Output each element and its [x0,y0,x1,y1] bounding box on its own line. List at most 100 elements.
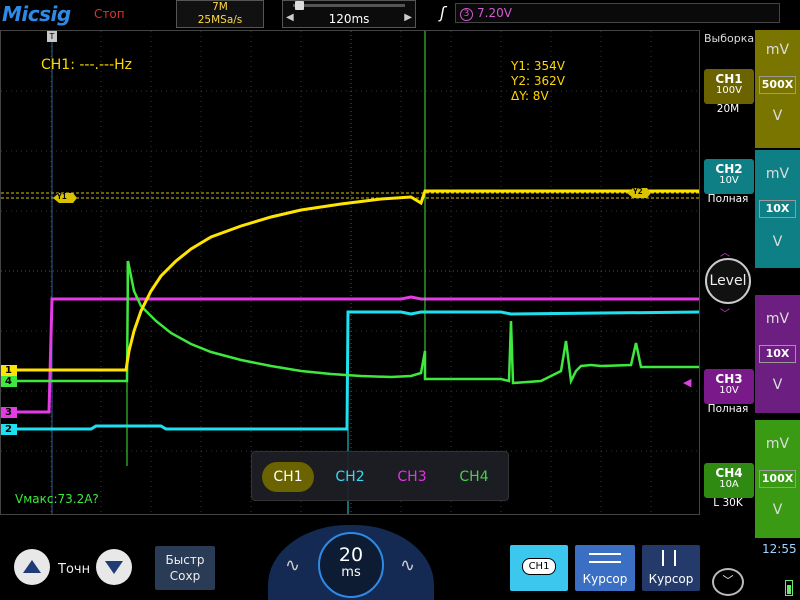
memory-depth: 7M [212,1,228,13]
cursor-y2-value: Y2: 362V [511,74,565,88]
quick-save-label-2: Сохр [169,569,201,583]
timebase-unit: ms [341,565,361,580]
ch1-card[interactable]: CH1 100V [704,69,754,104]
graticule-and-traces [1,31,699,514]
level-up-icon[interactable]: ︿ [720,248,730,259]
acquisition-mode-label[interactable]: Выборка [704,32,755,45]
ch1-trace [1,189,699,372]
ch1-bandwidth: 20M [716,103,740,115]
timebase-increase-icon[interactable]: ∿ [400,555,416,576]
horizontal-cursor-icon [589,553,621,563]
fine-mode-label[interactable]: Точн [58,562,91,577]
arrow-left-icon[interactable]: ◀ [286,12,294,23]
level-button[interactable]: Level [705,258,751,304]
clock: 12:55 [762,542,797,556]
arrow-down-icon [105,561,123,574]
cursor-marker-y2-shape [627,188,651,198]
ch2-probe-ratio[interactable]: 10X [759,200,796,218]
channel-select-ch3[interactable]: CH3 [397,469,427,485]
right-control-panel: Выборка [700,30,800,600]
trigger-position-marker-icon[interactable]: T [47,31,57,42]
ch3-card-scale: 10V [719,385,739,396]
ch4-knob-down[interactable]: V [772,502,783,518]
ch4-card-name: CH4 [715,466,743,480]
ch3-scale-knob[interactable]: mV 10X V [755,295,800,413]
trigger-channel-badge: 3 [460,8,473,21]
fine-down-button[interactable] [96,549,132,585]
ch1-scale-knob[interactable]: mV 500X V [755,30,800,148]
channel-select-popup: CH1 CH2 CH3 CH4 [251,451,509,501]
ch4-level-marker[interactable]: 4 [1,376,17,387]
ch3-probe-ratio[interactable]: 10X [759,345,796,363]
cursor-label-y2[interactable]: Y2 [633,187,643,196]
acquisition-box[interactable]: 7M 25MSa/s [176,0,264,28]
channel-select-ch1[interactable]: CH1 [262,462,314,492]
top-status-bar: Micsig Стоп 7M 25MSa/s ◀ 120ms ▶ ʃ 3 7.20… [0,0,800,30]
ch2-bandwidth: Полная [707,193,749,205]
level-down-icon[interactable]: ﹀ [720,309,730,320]
cursor-delta-value: ΔY: 8V [511,89,549,103]
frequency-readout: CH1: ---.---Hz [41,57,133,73]
center-axes [1,31,699,514]
ch3-trigger-arrow-icon: ◀ [683,376,692,389]
ch4-scale-knob[interactable]: mV 100X V [755,420,800,538]
channel-source-button[interactable]: CH1 [510,545,568,591]
ch1-knob-down[interactable]: V [772,108,783,124]
ch4-card-scale: 10A [719,479,739,490]
arrow-up-icon [23,560,41,573]
sample-rate: 25MSa/s [197,14,243,26]
chevron-down-icon[interactable]: ﹀ [712,568,744,596]
waveform-display[interactable]: Y1 Y2 CH1: ---.---Hz Y1: 354V Y2: 362V Δ… [0,30,700,515]
fine-up-button[interactable] [14,549,50,585]
ch3-card-name: CH3 [715,372,743,386]
timebase-decrease-icon[interactable]: ∿ [285,555,301,576]
arrow-right-icon[interactable]: ▶ [404,12,412,23]
ch2-knob-down[interactable]: V [772,234,783,250]
ch3-knob-down[interactable]: V [772,377,783,393]
battery-icon [785,580,793,596]
ch3-knob-up[interactable]: mV [765,311,790,327]
run-state-button[interactable]: Стоп [94,7,125,21]
cursor-marker-y1-shape [53,193,77,203]
quick-save-label-1: Быстр [165,553,205,567]
channel-select-ch2[interactable]: CH2 [335,469,365,485]
measurement-vmax: Vмакс:73.2A? [15,492,99,506]
ch3-level-marker[interactable]: 3 [1,407,17,418]
horizontal-position-box[interactable]: ◀ 120ms ▶ [282,0,416,28]
vertical-cursor-label: Курсор [648,572,694,586]
ch1-knob-up[interactable]: mV [765,42,790,58]
horizontal-cursor-button[interactable]: Курсор [575,545,635,591]
ch3-trace [1,295,699,414]
trigger-level: 7.20V [477,6,512,20]
ch1-probe-ratio[interactable]: 500X [759,76,796,94]
trigger-position-icon [295,1,304,10]
ch4-bandwidth: L 30K [713,497,743,509]
ch4-knob-up[interactable]: mV [765,436,790,452]
memory-position-bar [293,4,405,7]
cursor-label-y1[interactable]: Y1 [57,192,67,201]
trigger-settings-box[interactable]: 3 7.20V [455,3,780,23]
quick-save-button[interactable]: Быстр Сохр [155,546,215,590]
ch1-level-marker[interactable]: 1 [1,365,17,376]
brand-logo: Micsig [2,2,71,26]
ch2-card-scale: 10V [719,175,739,186]
trigger-edge-icon: ʃ [440,3,446,22]
ch2-scale-knob[interactable]: mV 10X V [755,150,800,268]
ch2-card-name: CH2 [715,162,743,176]
channel-select-ch4[interactable]: CH4 [459,469,489,485]
timebase-knob[interactable]: 20 ms [318,532,384,598]
ch1-card-scale: 100V [716,85,742,96]
timebase-value: 20 [338,544,364,566]
ch2-knob-up[interactable]: mV [765,166,790,182]
timebase-position: 120ms [328,12,370,26]
vertical-cursor-button[interactable]: Курсор [642,545,700,591]
bottom-control-bar: Точн Быстр Сохр ∿ 20 ms ∿ CH1 Курсор Кур… [0,515,700,600]
cursor-y1-value: Y1: 354V [511,59,565,73]
ch4-card[interactable]: CH4 10A [704,463,754,498]
ch3-card[interactable]: CH3 10V [704,369,754,404]
ch3-bandwidth: Полная [707,403,749,415]
ch4-probe-ratio[interactable]: 100X [759,470,796,488]
ch2-level-marker[interactable]: 2 [1,424,17,435]
ch2-card[interactable]: CH2 10V [704,159,754,194]
vertical-cursor-icon [662,550,676,566]
